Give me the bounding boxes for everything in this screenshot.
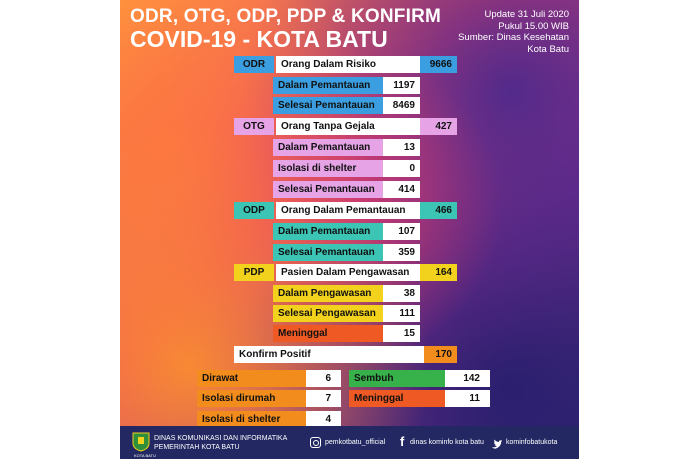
konfirm-left-value: 7 bbox=[306, 390, 341, 407]
infographic-poster: ODR, OTG, ODP, PDP & KONFIRM COVID-19 - … bbox=[120, 0, 579, 459]
konfirm-left-label: Dirawat bbox=[197, 370, 306, 387]
konfirm-total: 170 bbox=[424, 346, 457, 363]
konfirm-left-label: Isolasi dirumah bbox=[197, 390, 306, 407]
odp-total: 466 bbox=[420, 202, 457, 219]
twitter-bird-icon bbox=[492, 439, 502, 449]
city-crest-icon bbox=[132, 432, 150, 452]
update-date: Update 31 Juli 2020 bbox=[484, 9, 569, 20]
logo-text: KOTA BATU bbox=[134, 453, 156, 458]
pdp-row-label: Selesai Pengawasan bbox=[273, 305, 383, 322]
otg-row-value: 414 bbox=[383, 181, 420, 198]
otg-row-label: Isolasi di shelter bbox=[273, 160, 383, 177]
dept-line-1: DINAS KOMUNIKASI DAN INFORMATIKA bbox=[154, 435, 288, 442]
konfirm-right-label: Meninggal bbox=[349, 390, 445, 407]
pdp-row-value: 38 bbox=[383, 285, 420, 302]
otg-label: Orang Tanpa Gejala bbox=[276, 118, 420, 135]
pdp-row-label: Dalam Pengawasan bbox=[273, 285, 383, 302]
title-line-2: COVID-19 - KOTA BATU bbox=[130, 26, 388, 52]
odp-row-value: 359 bbox=[383, 244, 420, 261]
odp-row-value: 107 bbox=[383, 223, 420, 240]
title-line-1: ODR, OTG, ODP, PDP & KONFIRM bbox=[130, 6, 442, 27]
otg-row-label: Dalam Pemantauan bbox=[273, 139, 383, 156]
konfirm-left-value: 6 bbox=[306, 370, 341, 387]
pdp-row-value: 111 bbox=[383, 305, 420, 322]
odp-row-label: Dalam Pemantauan bbox=[273, 223, 383, 240]
konfirm-label: Konfirm Positif bbox=[234, 346, 424, 363]
konfirm-left-label: Isolasi di shelter bbox=[197, 411, 306, 428]
odr-row-value: 8469 bbox=[383, 97, 420, 114]
odr-tag: ODR bbox=[234, 56, 274, 73]
otg-row-value: 13 bbox=[383, 139, 420, 156]
update-info: Update 31 Juli 2020 Pukul 15.00 WIB Sumb… bbox=[429, 9, 569, 55]
dept-line-2: PEMERINTAH KOTA BATU bbox=[154, 444, 240, 451]
konfirm-right-label: Sembuh bbox=[349, 370, 445, 387]
instagram-icon bbox=[310, 437, 321, 448]
otg-row-label: Selesai Pemantauan bbox=[273, 181, 383, 198]
konfirm-left-value: 4 bbox=[306, 411, 341, 428]
pdp-row-value: 15 bbox=[383, 325, 420, 342]
odr-total: 9666 bbox=[420, 56, 457, 73]
footer-bar bbox=[120, 426, 579, 459]
instagram-handle[interactable]: pemkotbatu_official bbox=[325, 439, 386, 446]
pdp-total: 164 bbox=[420, 264, 457, 281]
otg-tag: OTG bbox=[234, 118, 274, 135]
odp-label: Orang Dalam Pemantauan bbox=[276, 202, 420, 219]
update-source: Sumber: Dinas Kesehatan bbox=[458, 32, 569, 43]
twitter-handle[interactable]: kominfobatukota bbox=[506, 439, 558, 446]
odr-row-label: Selesai Pemantauan bbox=[273, 97, 383, 114]
update-source-2: Kota Batu bbox=[527, 43, 569, 55]
otg-total: 427 bbox=[420, 118, 457, 135]
konfirm-right-value: 11 bbox=[445, 390, 490, 407]
odr-row-label: Dalam Pemantauan bbox=[273, 77, 383, 94]
konfirm-right-value: 142 bbox=[445, 370, 490, 387]
pdp-tag: PDP bbox=[234, 264, 274, 281]
facebook-icon: f bbox=[400, 434, 405, 449]
odr-row-value: 1197 bbox=[383, 77, 420, 94]
odr-label: Orang Dalam Risiko bbox=[276, 56, 420, 73]
update-time: Pukul 15.00 WIB bbox=[498, 20, 569, 32]
facebook-handle[interactable]: dinas kominfo kota batu bbox=[410, 439, 484, 446]
otg-row-value: 0 bbox=[383, 160, 420, 177]
city-logo bbox=[132, 432, 150, 452]
twitter-icon bbox=[491, 437, 502, 449]
pdp-label: Pasien Dalam Pengawasan bbox=[276, 264, 420, 281]
pdp-row-label: Meninggal bbox=[273, 325, 383, 342]
odp-tag: ODP bbox=[234, 202, 274, 219]
odp-row-label: Selesai Pemantauan bbox=[273, 244, 383, 261]
